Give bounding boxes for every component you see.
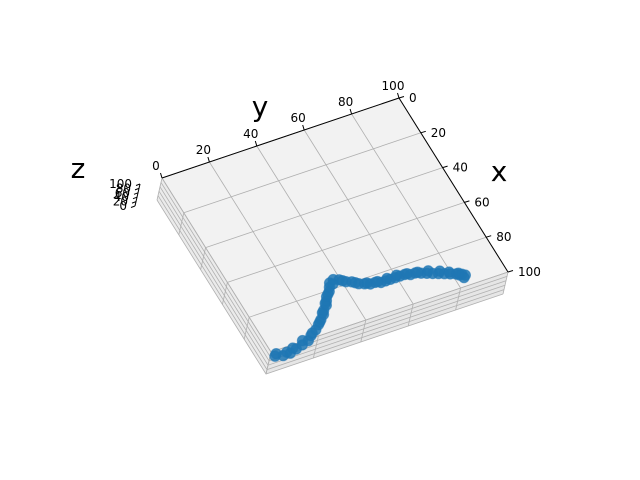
y-tick (302, 124, 305, 131)
scatter-point (314, 316, 326, 328)
x-tick-label: 40 (453, 161, 468, 175)
x-axis-line (398, 97, 509, 273)
grid-line-y-wall (360, 319, 367, 343)
scatter-point (371, 275, 384, 288)
z-tick (134, 187, 140, 191)
grid-line-x-wall (178, 212, 185, 235)
scatter-point (349, 277, 361, 289)
grid-line-y-wall (455, 287, 461, 311)
grid-line-x (205, 167, 443, 248)
scatter-point (390, 269, 403, 281)
z-tick-label: 80 (116, 181, 131, 195)
scatter-point (322, 288, 334, 300)
x-tick (486, 235, 492, 238)
scatter-point (458, 271, 470, 284)
z-tick-label: 100 (109, 177, 132, 191)
x-tick-label: 60 (474, 195, 489, 209)
y-tick-label: 80 (338, 95, 353, 109)
x-tick (420, 130, 426, 134)
scatter-point (336, 275, 349, 287)
x-tick (442, 165, 448, 169)
y-tick (160, 172, 163, 179)
x-tick (507, 270, 514, 273)
scatter-point (411, 266, 424, 278)
scatter-point (401, 268, 413, 280)
y-tick-label: 100 (382, 79, 405, 93)
grid-line-y (351, 113, 461, 289)
grid-line-x-wall (222, 282, 228, 305)
x-tick-label: 0 (409, 91, 417, 105)
grid-line-x (227, 202, 465, 283)
y-axis-label: y (252, 90, 269, 123)
z-tick (135, 183, 141, 186)
grid-line-y-wall (502, 271, 509, 295)
grid-line-z (158, 190, 506, 366)
z-tick-label: 20 (113, 195, 128, 209)
grid-line-x (183, 132, 421, 214)
scatter-point (287, 342, 299, 354)
grid-line-z (156, 199, 504, 375)
z-axis-label: z (71, 152, 86, 185)
y-tick-label: 40 (243, 127, 258, 141)
grid-line-y-wall (407, 303, 414, 327)
y-tick-label: 60 (291, 111, 306, 125)
y-tick (254, 140, 258, 147)
scatter-point (443, 266, 455, 278)
x-tick-label: 20 (431, 126, 446, 140)
scatter-point (316, 307, 329, 319)
y-tick (349, 108, 353, 115)
y-tick (207, 156, 210, 163)
z-tick (131, 201, 137, 204)
grid-line-x-wall (200, 247, 206, 270)
axes-panes (157, 98, 508, 374)
scatter-point (270, 348, 282, 360)
x-tick (398, 96, 405, 99)
z-tick (132, 196, 138, 200)
x-tick-label: 80 (496, 230, 511, 244)
y-tick (397, 92, 400, 99)
grid-line-y-wall (313, 335, 319, 359)
z-tick-label: 60 (115, 186, 130, 200)
tick-marks (130, 92, 514, 273)
scatter-points (269, 265, 471, 362)
grid-line-z (159, 186, 507, 362)
scatter-point (381, 272, 393, 285)
x-tick (464, 200, 470, 203)
scatter-point (319, 297, 331, 310)
z-tick-label: 0 (119, 199, 127, 213)
x-axis-label: x (491, 155, 508, 188)
z-tick-label: 40 (114, 190, 129, 204)
scatter-point (327, 278, 339, 290)
x-tick-label: 100 (518, 265, 541, 279)
y-tick-label: 20 (196, 143, 211, 157)
scatter-point (306, 327, 318, 339)
y-tick-label: 0 (152, 159, 160, 173)
scatter-point (434, 265, 446, 277)
grid-line-z (157, 195, 505, 371)
grid-line-y (209, 161, 319, 337)
grid-line-x-wall (156, 177, 163, 201)
yz-pane (266, 272, 508, 374)
grid-line-y (256, 145, 367, 321)
y-axis-line (161, 97, 400, 179)
scatter-point (422, 265, 434, 277)
grid-line-x (249, 236, 487, 318)
z-tick (133, 192, 139, 195)
z-tick (130, 205, 136, 208)
scatter-point (361, 277, 373, 289)
scatter-point (296, 334, 309, 347)
axis-lines (134, 97, 509, 273)
grid-line-x-wall (243, 317, 250, 340)
xy-pane (162, 98, 508, 352)
z-axis-line (134, 183, 141, 207)
